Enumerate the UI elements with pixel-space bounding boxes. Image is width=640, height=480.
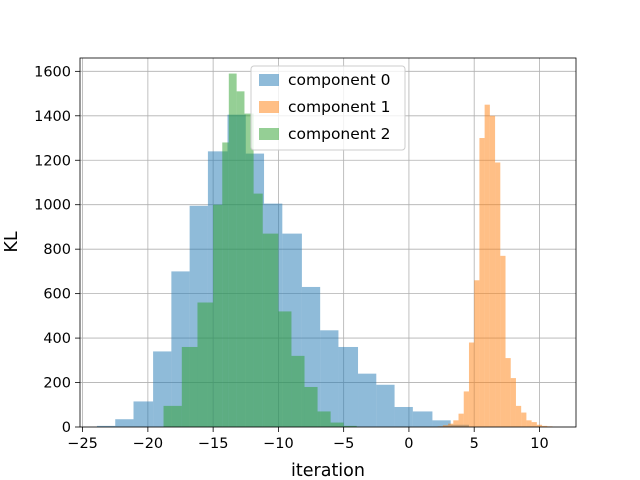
histogram-bar-component-2 [253, 193, 263, 427]
histogram-bar-component-2 [278, 311, 292, 427]
histogram-bar-component-2 [262, 233, 279, 427]
histogram-bar-component-1 [468, 342, 475, 427]
histogram-bar-component-2 [330, 422, 344, 427]
x-tick-label: 5 [470, 436, 479, 452]
plot-frame [79, 57, 577, 428]
histogram-bar-component-0 [96, 425, 116, 427]
y-tick-label: 1600 [34, 64, 71, 80]
legend-box [250, 65, 406, 151]
x-tick-label: −5 [333, 436, 354, 452]
histogram-bar-component-2 [228, 73, 237, 427]
histogram-bar-component-0 [358, 373, 377, 427]
histogram-bar-component-2 [244, 113, 254, 427]
histogram-bar-component-0 [115, 419, 134, 427]
histogram-bar-component-1 [479, 138, 485, 427]
x-tick-label: −15 [198, 436, 229, 452]
histogram-bar-component-2 [291, 355, 305, 427]
histogram-bar-component-1 [515, 405, 522, 427]
legend-swatch [259, 101, 279, 113]
histogram-bar-component-2 [197, 302, 214, 427]
histogram-bar-component-0 [320, 330, 339, 427]
histogram-bar-component-1 [526, 420, 532, 427]
histogram-bar-component-1 [463, 391, 469, 427]
histogram-bar-component-0 [394, 406, 413, 427]
histogram-bar-component-2 [181, 346, 198, 427]
x-tick-label: 0 [404, 436, 413, 452]
legend-entry-label: component 0 [288, 71, 390, 89]
histogram-bar-component-2 [213, 204, 223, 427]
histogram-bar-component-2 [343, 425, 357, 427]
histogram-bar-component-0 [133, 401, 154, 427]
x-tick-label: −10 [263, 436, 294, 452]
histogram-bar-component-1 [484, 104, 490, 427]
y-tick-label: 400 [43, 331, 71, 347]
histogram-bar-component-2 [304, 386, 318, 427]
histogram-bar-component-1 [505, 358, 511, 427]
histogram-bar-component-0 [412, 411, 433, 427]
histogram-bar-component-1 [495, 162, 501, 428]
legend: component 0 component 1 component 2 [250, 65, 406, 151]
legend-entry-label: component 1 [288, 98, 390, 116]
histogram-bar-component-1 [542, 425, 548, 427]
histogram-bar-component-1 [510, 378, 516, 427]
histogram-bar-component-1 [536, 424, 543, 427]
histogram-bar-component-0 [376, 384, 395, 427]
y-axis: 0 200 400 600 800 1000 1200 1400 1600 [34, 64, 80, 436]
histogram-bar-component-2 [236, 91, 245, 427]
bars [96, 73, 553, 428]
y-tick-label: 1000 [34, 198, 71, 214]
x-tick-label: 10 [530, 436, 548, 452]
histogram-bar-component-1 [521, 412, 527, 427]
y-axis-label: KL [2, 231, 22, 252]
y-tick-label: 1200 [34, 153, 71, 169]
legend-swatch [259, 74, 279, 86]
legend-entry-label: component 2 [288, 125, 390, 143]
x-tick-label: −20 [133, 436, 164, 452]
histogram-bar-component-1 [489, 115, 496, 428]
histogram-bar-component-1 [442, 425, 449, 427]
histogram-bar-component-1 [531, 422, 537, 427]
legend-swatch [259, 128, 279, 140]
y-tick-label: 800 [43, 242, 71, 258]
histogram-bar-component-1 [448, 423, 454, 427]
histogram-bar-component-1 [500, 255, 506, 427]
histogram-bar-component-0 [338, 346, 359, 427]
y-tick-label: 200 [43, 376, 71, 392]
y-tick-label: 0 [62, 420, 71, 436]
x-axis-label: iteration [291, 461, 365, 480]
histogram-bar-component-2 [222, 142, 229, 427]
histogram-bar-component-1 [458, 413, 464, 427]
histogram-bar-component-2 [317, 411, 331, 427]
histogram-bar-component-0 [432, 420, 451, 427]
histogram-bar-component-1 [474, 280, 480, 427]
y-tick-label: 1400 [34, 109, 71, 125]
histogram-bar-component-1 [453, 420, 459, 427]
histogram-bar-component-2 [163, 405, 182, 427]
x-axis: −25 −20 −15 −10 −5 0 5 10 [67, 427, 549, 452]
x-tick-label: −25 [67, 436, 98, 452]
y-tick-label: 600 [43, 287, 71, 303]
